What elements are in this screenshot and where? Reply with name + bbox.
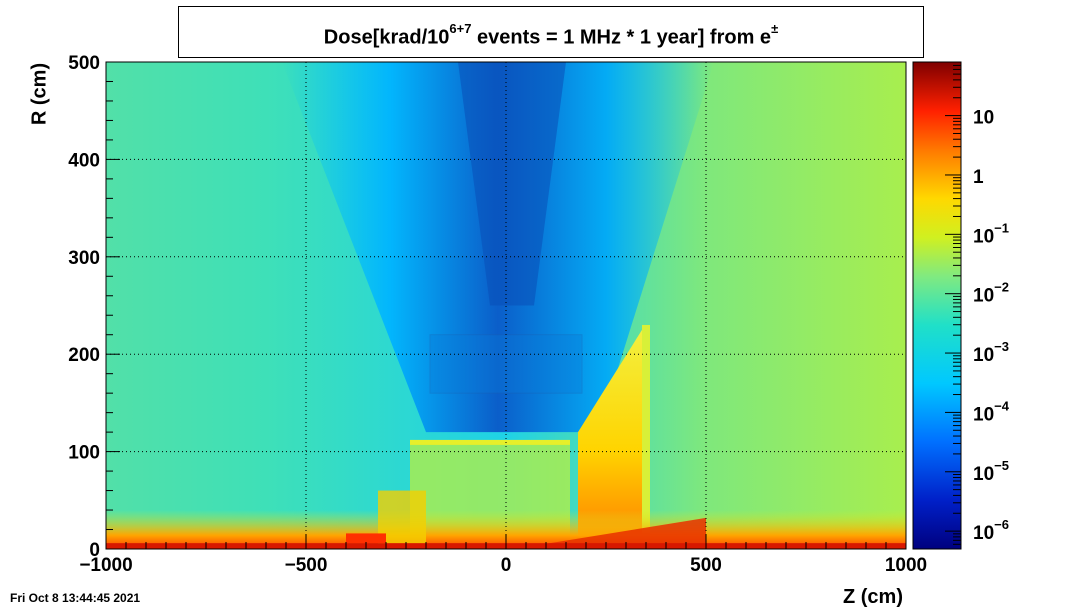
title-superscript: ±	[771, 21, 779, 36]
title-box: Dose[krad/106+7 events = 1 MHz * 1 year]…	[178, 6, 924, 58]
deep-blue-core	[458, 62, 566, 306]
x-axis: −1000 −500 0 500 1000	[79, 535, 927, 576]
colorbar-label: 10−2	[973, 280, 1009, 307]
colorbar-label: 10−3	[973, 339, 1009, 366]
dose-heatmap	[106, 62, 906, 549]
inner-detector-box	[429, 334, 583, 394]
colorbar-label: 10−6	[973, 517, 1009, 544]
colorbar: 10 1 10−1 10−2 10−3 10−4 10−5 10−6	[912, 61, 1010, 550]
y-axis: 0 100 200 300 400 500	[68, 53, 120, 561]
x-tick-label: 0	[501, 555, 512, 576]
grid-lines	[106, 62, 906, 549]
colorbar-label: 10−5	[973, 458, 1009, 485]
y-tick-label: 300	[68, 248, 100, 269]
y-axis-label: R (cm)	[28, 62, 51, 126]
x-axis-label: Z (cm)	[843, 586, 903, 608]
forward-endcap-block	[578, 329, 642, 549]
central-ledge	[410, 439, 570, 445]
colorbar-label: 10−4	[973, 398, 1010, 425]
title-exponent: 6+7	[449, 21, 472, 36]
title-main: Dose[krad/10	[323, 26, 450, 49]
colorbar-gradient	[912, 61, 962, 550]
colorbar-label: 1	[973, 167, 984, 188]
x-tick-label: 1000	[885, 555, 927, 576]
x-tick-label: −1000	[79, 555, 132, 576]
title-rest: events = 1 MHz * 1 year] from e	[471, 26, 772, 49]
y-tick-label: 100	[68, 443, 100, 464]
left-hot-step	[346, 533, 386, 544]
timestamp: Fri Oct 8 13:44:45 2021	[10, 591, 141, 605]
y-tick-label: 0	[89, 540, 100, 561]
x-tick-label: −500	[285, 555, 328, 576]
y-tick-label: 500	[68, 53, 100, 74]
right-hot-wedge	[514, 517, 706, 549]
y-tick-label: 200	[68, 345, 100, 366]
x-tick-label: 500	[690, 555, 722, 576]
y-tick-label: 400	[68, 150, 100, 171]
colorbar-label: 10−1	[973, 220, 1009, 247]
chart-title: Dose[krad/106+7 events = 1 MHz * 1 year]…	[179, 21, 923, 50]
endcap-edge	[642, 324, 650, 549]
colorbar-label: 10	[973, 108, 994, 129]
